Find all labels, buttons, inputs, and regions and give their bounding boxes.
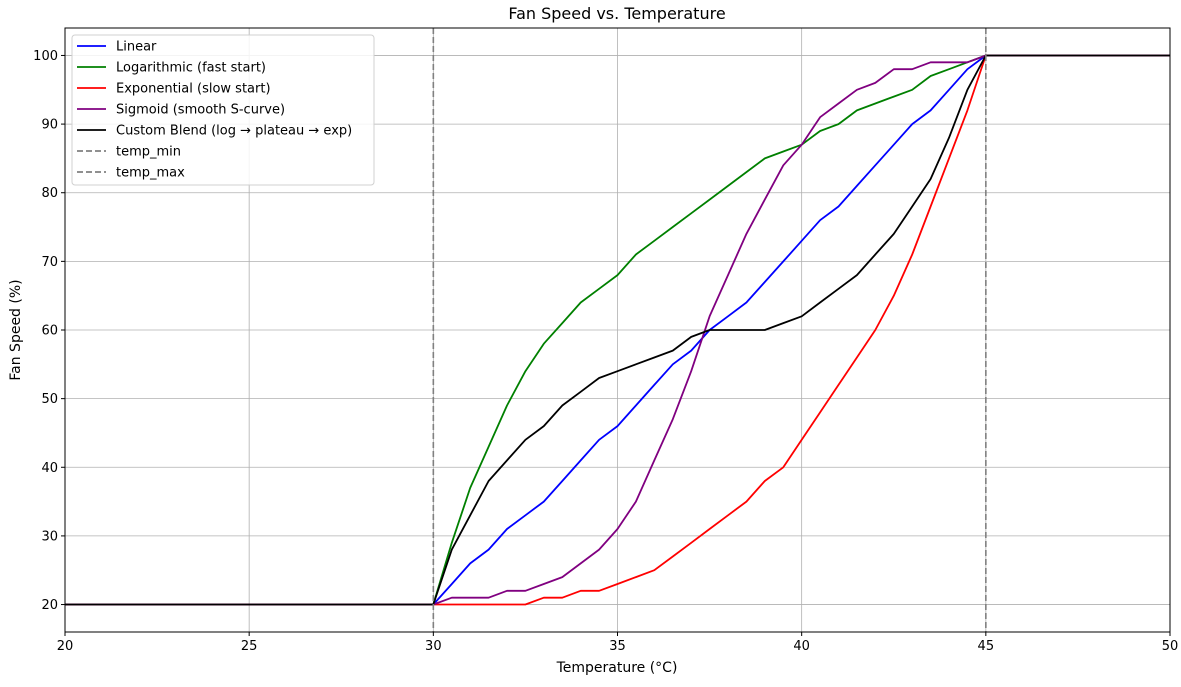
y-tick-label: 90 — [41, 118, 58, 133]
legend-label-custom-blend-log-plateau-exp: Custom Blend (log → plateau → exp) — [116, 124, 352, 139]
series-line-custom-blend-log-plateau-exp — [65, 54, 1170, 606]
y-tick-label: 80 — [41, 186, 58, 201]
series-line-exponential-slow-start — [65, 54, 1170, 606]
legend-label-exponential-slow-start: Exponential (slow start) — [116, 82, 271, 97]
y-tick-label: 50 — [41, 392, 58, 407]
x-tick-label: 20 — [57, 639, 74, 654]
legend-label-temp-min: temp_min — [116, 145, 181, 160]
chart-title: Fan Speed vs. Temperature — [508, 4, 725, 23]
series-lines — [65, 28, 1170, 632]
x-tick-label: 35 — [609, 639, 626, 654]
legend: Linear Logarithmic (fast start) Exponentia… — [71, 34, 375, 186]
y-tick-label: 30 — [41, 529, 58, 544]
x-tick-label: 50 — [1162, 639, 1179, 654]
y-tick-label: 20 — [41, 598, 58, 613]
y-tick-label: 100 — [33, 49, 58, 64]
legend-label-linear: Linear — [116, 40, 157, 55]
series-line-sigmoid-smooth-s-curve — [65, 54, 1170, 606]
y-tick-label: 60 — [41, 324, 58, 339]
legend-label-logarithmic-fast-start: Logarithmic (fast start) — [116, 61, 266, 76]
x-axis-label: Temperature (°C) — [556, 660, 678, 676]
series-line-logarithmic-fast-start — [65, 54, 1170, 606]
y-tick-label: 40 — [41, 461, 58, 476]
x-tick-label: 25 — [241, 639, 258, 654]
legend-label-temp-max: temp_max — [116, 166, 185, 181]
x-tick-label: 45 — [978, 639, 995, 654]
y-tick-label: 70 — [41, 255, 58, 270]
y-axis-label: Fan Speed (%) — [8, 279, 24, 380]
x-tick-label: 40 — [793, 639, 810, 654]
x-tick-label: 30 — [425, 639, 442, 654]
ticks: 20 25 30 35 40 45 50 20 30 40 50 60 70 80 90 100 — [33, 49, 1178, 654]
legend-box — [71, 34, 375, 186]
legend-label-sigmoid-smooth-s-curve: Sigmoid (smooth S-curve) — [116, 103, 285, 118]
